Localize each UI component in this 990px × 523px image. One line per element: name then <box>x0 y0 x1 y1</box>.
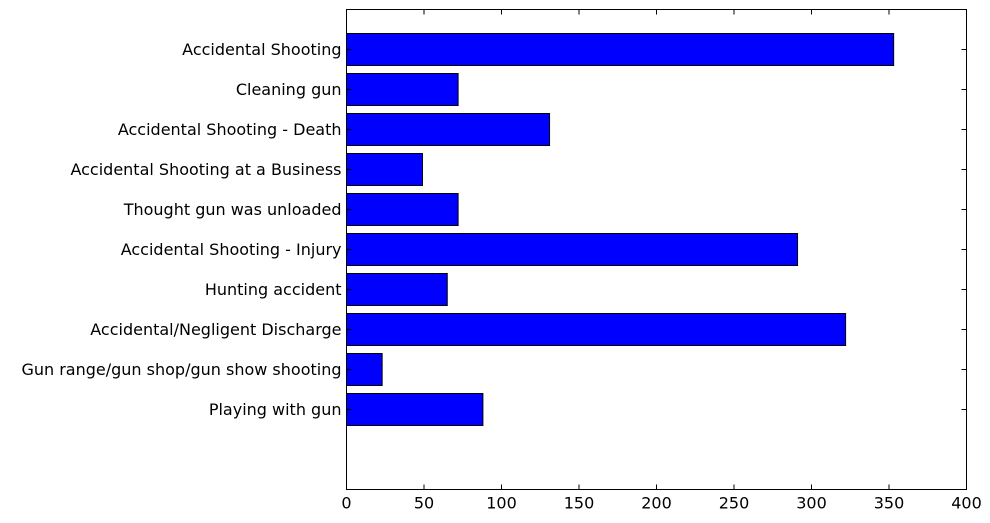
bar <box>346 73 459 106</box>
y-tick-label: Hunting accident <box>205 280 342 299</box>
bar <box>346 393 484 426</box>
x-tick-label: 100 <box>486 494 517 513</box>
bar <box>346 313 847 346</box>
x-tick-label: 400 <box>951 494 982 513</box>
bars-group <box>346 33 895 426</box>
y-tick-labels: Accidental Shooting Cleaning gun Accidenta… <box>21 40 341 419</box>
y-tick-label: Accidental Shooting at a Business <box>70 160 341 179</box>
y-tick-label: Accidental/Negligent Discharge <box>90 320 341 339</box>
bar <box>346 113 551 146</box>
x-tick-label: 50 <box>414 494 434 513</box>
x-tick-label: 300 <box>796 494 827 513</box>
x-tick-label: 200 <box>641 494 672 513</box>
y-tick-label: Cleaning gun <box>236 80 342 99</box>
y-tick-label: Accidental Shooting <box>182 40 341 59</box>
bar <box>346 353 383 386</box>
y-tick-label: Thought gun was unloaded <box>123 200 342 219</box>
bar <box>346 33 895 66</box>
x-tick-labels: 0 50 100 150 200 250 300 350 400 <box>341 494 981 513</box>
x-tick-label: 250 <box>719 494 750 513</box>
x-tick-label: 150 <box>564 494 595 513</box>
y-tick-label: Accidental Shooting - Injury <box>121 240 342 259</box>
y-tick-label: Playing with gun <box>209 400 342 419</box>
x-tick-label: 350 <box>874 494 905 513</box>
y-tick-label: Accidental Shooting - Death <box>118 120 342 139</box>
bar <box>346 233 799 266</box>
bar <box>346 153 423 186</box>
x-tick-label: 0 <box>341 494 351 513</box>
bar <box>346 193 459 226</box>
plot-frame <box>346 9 967 490</box>
bar <box>346 273 448 306</box>
y-tick-label: Gun range/gun shop/gun show shooting <box>21 360 341 379</box>
